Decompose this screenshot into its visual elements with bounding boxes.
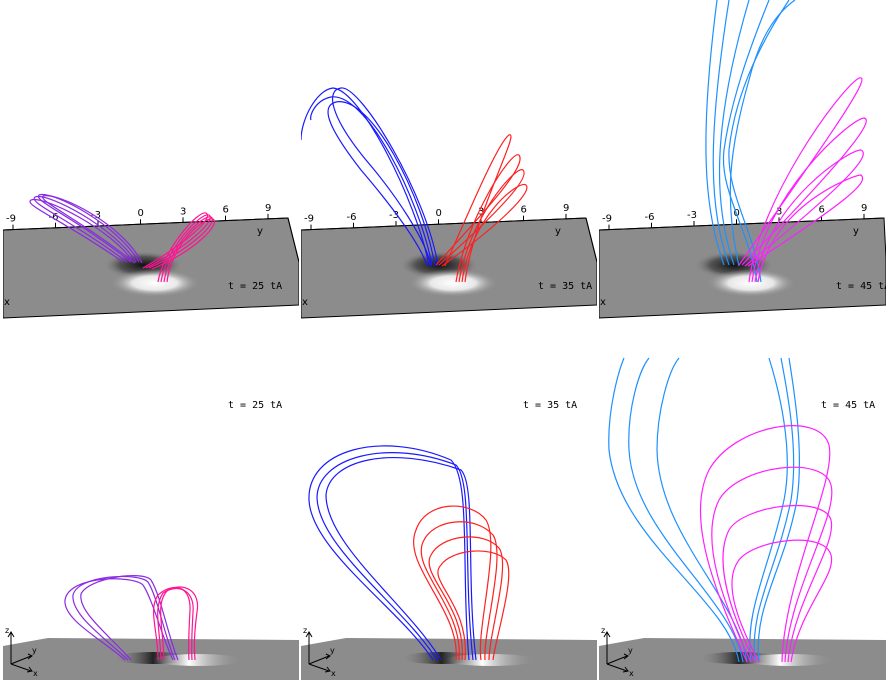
y-axis-label: y xyxy=(330,646,335,655)
y-tick-label: 9 xyxy=(265,203,271,214)
side-plot-1: z y x xyxy=(3,574,299,680)
y-axis-label: y xyxy=(257,226,263,237)
y-tick-label: 0 xyxy=(138,208,144,219)
field-lines-right xyxy=(738,77,867,283)
y-axis-label: y xyxy=(853,226,859,237)
time-label: t = 25 tA xyxy=(228,281,283,292)
x-axis-label: x xyxy=(33,669,38,678)
top-panel-2: -9 -6 -3 0 3 6 9 y x t = 35 tA xyxy=(301,0,597,330)
y-tick-label: -3 xyxy=(91,210,101,221)
top-panel-3: -9 -6 -3 0 3 6 9 y x t = 45 tA xyxy=(599,0,886,330)
field-lines-left xyxy=(301,87,439,267)
y-tick-label: -6 xyxy=(645,212,655,223)
x-axis-label: x xyxy=(331,669,336,678)
time-label: t = 25 tA xyxy=(228,400,283,411)
field-lines-right xyxy=(435,134,528,283)
x-axis-label: x xyxy=(629,669,634,678)
side-panel-3: z y x t = 45 tA xyxy=(599,350,886,680)
field-lines-left xyxy=(608,357,801,663)
y-tick-label: 9 xyxy=(861,203,867,214)
time-label: t = 35 tA xyxy=(523,400,578,411)
top-plot-1: -9 -6 -3 0 3 6 9 y x xyxy=(3,193,299,319)
y-tick-label: 3 xyxy=(776,206,782,217)
y-tick-label: 6 xyxy=(819,205,825,216)
axis-triad xyxy=(305,631,331,673)
axis-triad xyxy=(7,631,33,673)
field-lines-left xyxy=(29,193,143,264)
field-lines-left xyxy=(308,445,477,661)
positive-polarity-spot xyxy=(408,269,498,297)
field-lines-right xyxy=(152,586,199,661)
side-plot-3: z y x xyxy=(599,357,886,680)
x-axis-label: x xyxy=(600,297,606,308)
y-tick-label: -9 xyxy=(6,214,16,225)
side-panel-2: z y x t = 35 tA xyxy=(301,350,597,680)
y-tick-label: -6 xyxy=(49,212,59,223)
axis-triad xyxy=(603,631,629,673)
side-panel-1: z y x t = 25 tA xyxy=(3,350,299,680)
y-axis-label: y xyxy=(32,646,37,655)
y-tick-label: -9 xyxy=(602,214,612,225)
y-tick-label: 6 xyxy=(223,205,229,216)
z-axis-label: z xyxy=(601,626,605,635)
top-plot-3: -9 -6 -3 0 3 6 9 y x xyxy=(599,0,886,319)
field-lines-right xyxy=(699,425,833,663)
y-tick-label: 9 xyxy=(563,203,569,214)
positive-polarity-spot xyxy=(110,269,200,297)
y-tick-label: -6 xyxy=(347,212,357,223)
y-axis-label: y xyxy=(555,226,561,237)
field-lines-left xyxy=(705,0,796,283)
y-tick-label: 6 xyxy=(521,205,527,216)
z-axis-label: z xyxy=(5,626,9,635)
top-plot-2: -9 -6 -3 0 3 6 9 y x xyxy=(301,87,597,319)
y-tick-label: -3 xyxy=(389,210,399,221)
top-panel-1: -9 -6 -3 0 3 6 9 y x t = 25 tA xyxy=(3,0,299,330)
field-lines-right xyxy=(413,505,510,661)
z-axis-label: z xyxy=(303,626,307,635)
side-plot-2: z y x xyxy=(301,445,597,680)
y-tick-label: 3 xyxy=(180,206,186,217)
y-tick-label: 3 xyxy=(478,206,484,217)
time-label: t = 45 tA xyxy=(836,281,886,292)
y-tick-label: -9 xyxy=(304,214,314,225)
time-label: t = 35 tA xyxy=(538,281,593,292)
y-tick-label: 0 xyxy=(436,208,442,219)
y-axis-label: y xyxy=(628,646,633,655)
x-axis-label: x xyxy=(4,297,10,308)
y-tick-label: -3 xyxy=(687,210,697,221)
field-lines-right xyxy=(142,212,215,283)
x-axis-label: x xyxy=(302,297,308,308)
positive-polarity-spot xyxy=(706,269,796,297)
time-label: t = 45 tA xyxy=(821,400,876,411)
